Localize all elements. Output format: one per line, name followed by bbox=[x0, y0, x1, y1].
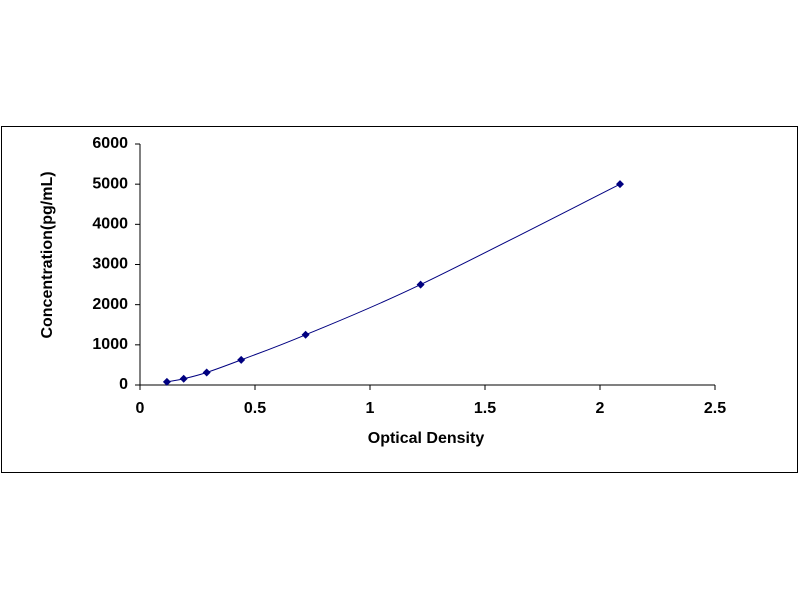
y-tick-label: 6000 bbox=[92, 135, 128, 152]
data-point bbox=[179, 374, 188, 383]
y-tick-label: 0 bbox=[119, 376, 128, 393]
data-point bbox=[301, 330, 310, 339]
data-point bbox=[416, 280, 425, 289]
y-tick-label: 4000 bbox=[92, 216, 128, 233]
y-axis-title: Concentration(pg/mL) bbox=[39, 171, 56, 338]
data-point bbox=[237, 355, 246, 364]
y-tick-label: 1000 bbox=[92, 336, 128, 353]
chart-frame bbox=[1, 126, 798, 473]
x-tick-label: 0 bbox=[136, 400, 145, 417]
y-tick-label: 2000 bbox=[92, 296, 128, 313]
x-axis-title: Optical Density bbox=[368, 430, 485, 447]
y-tick-label: 3000 bbox=[92, 256, 128, 273]
x-tick-label: 2 bbox=[596, 400, 605, 417]
x-tick-label: 0.5 bbox=[244, 400, 266, 417]
data-point bbox=[616, 180, 625, 189]
x-tick-label: 1.5 bbox=[474, 400, 496, 417]
data-point bbox=[162, 377, 171, 386]
x-tick-label: 2.5 bbox=[704, 400, 726, 417]
x-tick-label: 1 bbox=[366, 400, 375, 417]
y-tick-label: 5000 bbox=[92, 175, 128, 192]
data-point bbox=[202, 368, 211, 377]
